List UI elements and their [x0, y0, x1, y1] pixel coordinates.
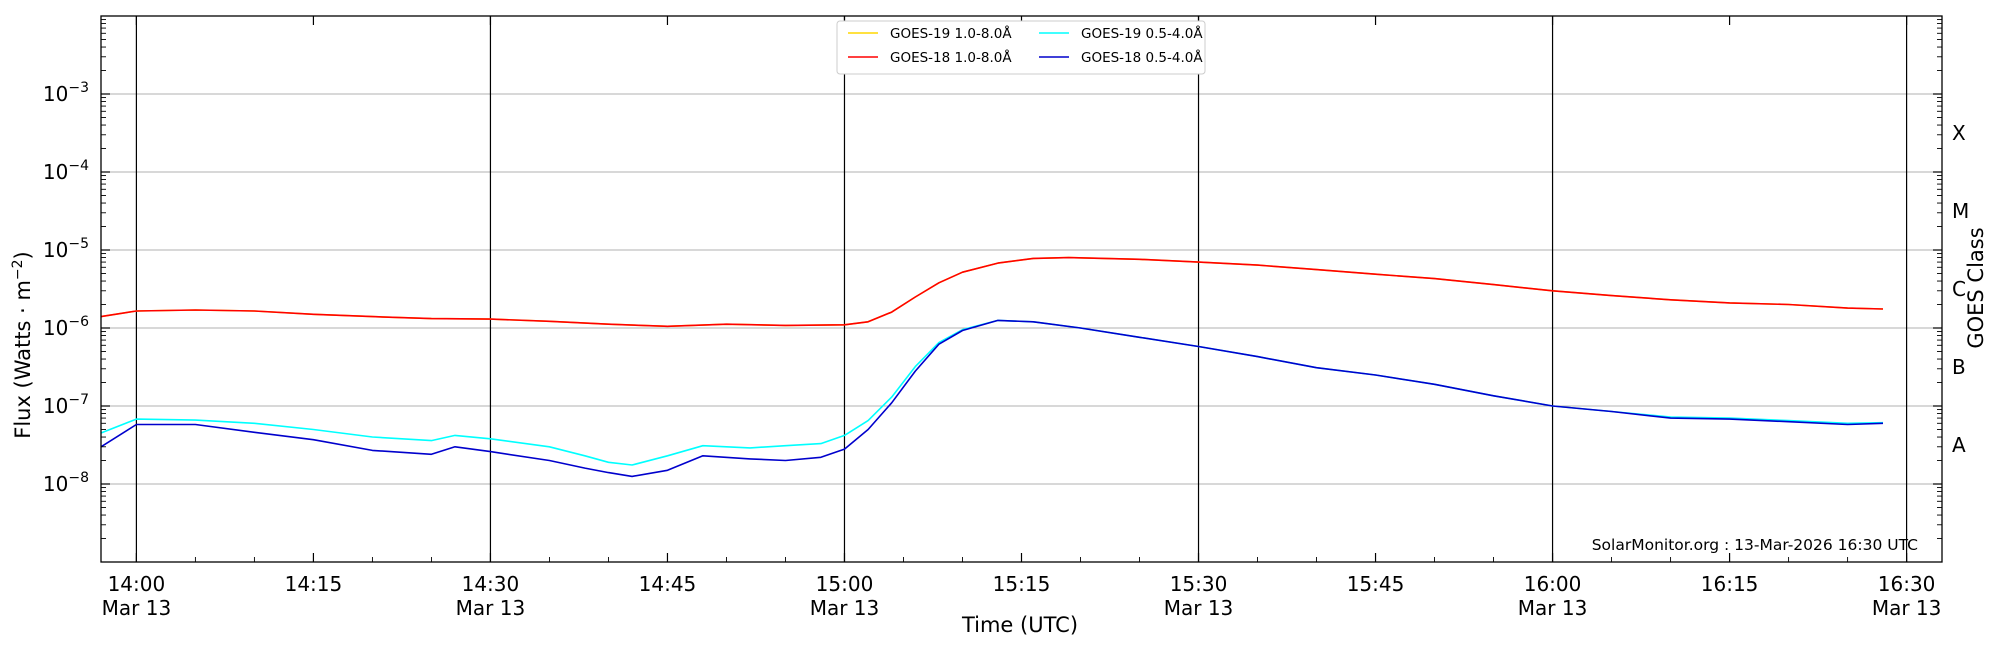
x-axis-label: Time (UTC) [961, 613, 1078, 637]
x-tick-date-label: Mar 13 [1872, 596, 1942, 620]
x-tick-label: 15:00 [816, 572, 874, 596]
x-tick-label: 16:00 [1524, 572, 1582, 596]
y-tick-label: 10−6 [43, 314, 89, 340]
x-tick-label: 14:00 [108, 572, 166, 596]
x-tick-label: 16:30 [1878, 572, 1936, 596]
x-tick-date-label: Mar 13 [1518, 596, 1588, 620]
legend-label: GOES-19 0.5-4.0Å [1081, 25, 1203, 42]
goes-class-label: M [1952, 199, 1969, 223]
goes-class-labels: A B C M X [1952, 121, 1969, 457]
x-tick-date-label: Mar 13 [1164, 596, 1234, 620]
y-tick-label: 10−7 [43, 392, 89, 418]
x-tick-label: 15:30 [1170, 572, 1228, 596]
goes-class-label: B [1952, 355, 1966, 379]
x-tick-label: 14:45 [639, 572, 697, 596]
y-tick-label: 10−8 [43, 470, 89, 496]
x-tick-date-label: Mar 13 [102, 596, 172, 620]
x-tick-label: 14:30 [462, 572, 520, 596]
plot-frame [100, 15, 1943, 563]
x-tick-label: 14:15 [285, 572, 343, 596]
flux-series [100, 256, 1884, 478]
legend: GOES-19 1.0-8.0Å GOES-18 1.0-8.0Å GOES-19 … [836, 20, 1206, 75]
y-tick-label: 10−3 [43, 80, 89, 106]
y-axis-ticks: 10−8 10−7 10−6 10−5 10−4 10−3 [43, 19, 1942, 539]
day-hour-lines [135, 16, 1908, 562]
right-axis-label: GOES Class [1964, 227, 1988, 348]
gridlines [101, 93, 1942, 485]
goes-class-label: C [1952, 277, 1966, 301]
x-tick-label: 15:45 [1347, 572, 1405, 596]
legend-label: GOES-18 1.0-8.0Å [890, 49, 1012, 66]
series-line [100, 319, 1884, 466]
legend-label: GOES-19 1.0-8.0Å [890, 25, 1012, 42]
legend-label: GOES-18 0.5-4.0Å [1081, 49, 1203, 66]
x-tick-label: 16:15 [1701, 572, 1759, 596]
credit-text: SolarMonitor.org : 13-Mar-2026 16:30 UTC [1592, 536, 1918, 554]
goes-class-label: X [1952, 121, 1966, 145]
goes-class-label: A [1952, 433, 1966, 457]
y-tick-label: 10−4 [43, 158, 89, 184]
x-tick-date-label: Mar 13 [456, 596, 526, 620]
series-line [100, 319, 1884, 478]
x-tick-date-label: Mar 13 [810, 596, 880, 620]
x-tick-label: 15:15 [993, 572, 1051, 596]
y-axis-label: Flux (Watts · m−2) [10, 251, 35, 439]
y-tick-label: 10−5 [43, 236, 89, 262]
legend-box [836, 20, 1206, 75]
series-line [100, 256, 1884, 328]
